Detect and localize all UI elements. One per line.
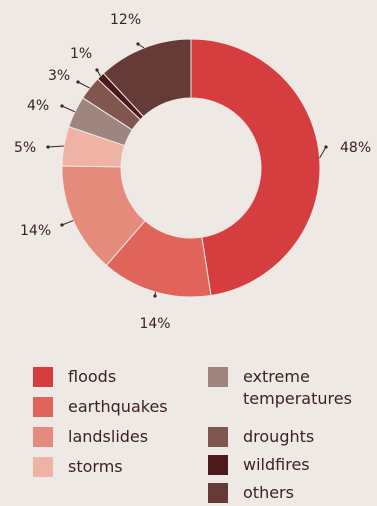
legend-item-floods: floods <box>33 366 116 388</box>
legend-item-droughts: droughts <box>208 426 314 448</box>
value-label-earthquakes: 14% <box>139 316 170 332</box>
legend-label: earthquakes <box>68 396 168 418</box>
leader-line <box>78 82 90 88</box>
leader-dot <box>60 104 63 107</box>
leader-line <box>62 221 73 225</box>
leader-line <box>320 147 326 158</box>
legend-swatch <box>33 427 53 447</box>
legend-item-storms: storms <box>33 456 123 478</box>
legend-label: landslides <box>68 426 148 448</box>
legend-item-landslides: landslides <box>33 426 148 448</box>
leader-dot <box>324 145 327 148</box>
legend-label: extreme temperatures <box>243 366 377 410</box>
legend-label: others <box>243 482 294 504</box>
legend-label: storms <box>68 456 123 478</box>
value-label-wildfires: 1% <box>70 46 92 62</box>
legend-swatch <box>33 367 53 387</box>
slice-floods <box>191 39 320 295</box>
value-label-extreme-temperatures: 4% <box>27 98 49 114</box>
legend-item-extreme-temperatures: extreme temperatures <box>208 366 377 410</box>
legend-label: wildfires <box>243 454 310 476</box>
legend-swatch <box>208 427 228 447</box>
leader-dot <box>46 145 49 148</box>
donut-chart: 48% 14% 14% 5% 4% 3%1% 12% <box>0 0 377 340</box>
legend-swatch <box>33 457 53 477</box>
legend-swatch <box>208 367 228 387</box>
legend-swatch <box>208 483 228 503</box>
legend-item-earthquakes: earthquakes <box>33 396 168 418</box>
value-label-floods: 48% <box>340 140 371 156</box>
legend-swatch <box>33 397 53 417</box>
donut-slices <box>62 39 320 297</box>
leader-dot <box>153 294 156 297</box>
leader-dot <box>76 80 79 83</box>
leader-line <box>48 146 64 147</box>
leader-dot <box>60 223 63 226</box>
value-label-droughts: 3% <box>48 68 70 84</box>
legend-item-others: others <box>208 482 294 504</box>
leader-dot <box>136 42 139 45</box>
value-label-others: 12% <box>110 12 141 28</box>
leader-dot <box>95 68 98 71</box>
value-label-storms: 5% <box>14 140 36 156</box>
legend-label: droughts <box>243 426 314 448</box>
legend: floods earthquakes landslides storms ext… <box>0 363 377 506</box>
legend-item-wildfires: wildfires <box>208 454 310 476</box>
value-label-landslides: 14% <box>20 223 51 239</box>
legend-label: floods <box>68 366 116 388</box>
leader-line <box>62 106 75 112</box>
legend-swatch <box>208 455 228 475</box>
